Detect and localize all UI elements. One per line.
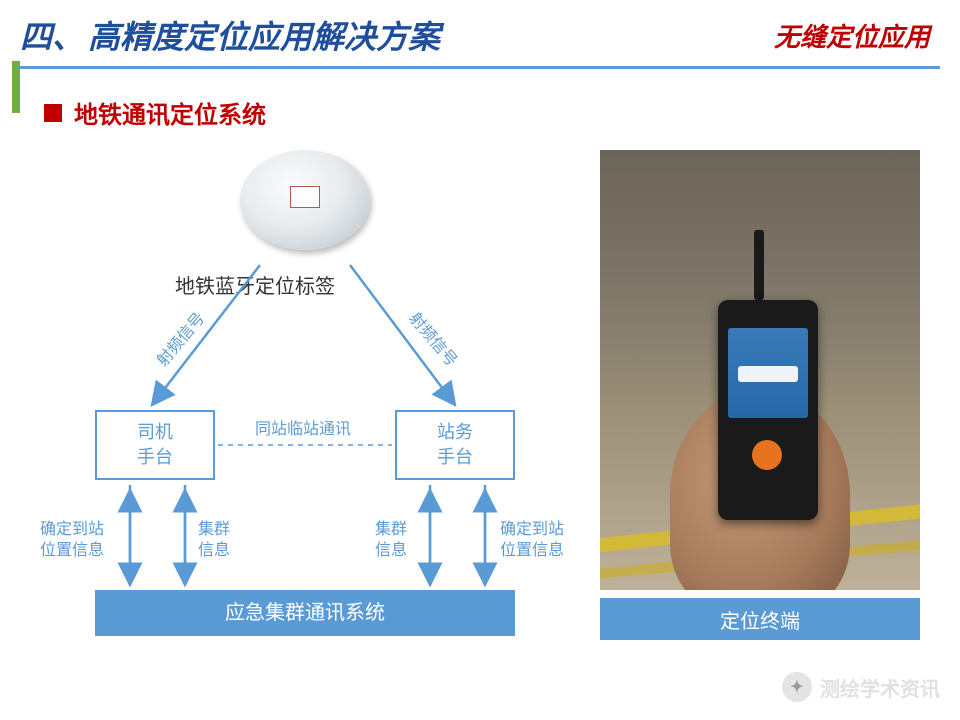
subtitle-row: 地铁通讯定位系统 [44,95,960,130]
node-driver-handset: 司机 手台 [95,410,215,480]
right-panel: 定位终端 [600,150,920,640]
edge-rf-right: 射频信号 [403,309,460,371]
edge-cluster-left: 集群 信息 [198,520,230,562]
node-station-l1: 站务 [437,420,473,445]
watermark-text: 测绘学术资讯 [820,673,940,702]
node-driver-l1: 司机 [137,420,173,445]
edge-rf-left: 射频信号 [153,309,210,371]
beacon-label: 地铁蓝牙定位标签 [175,270,335,299]
header-right-tag: 无缝定位应用 [774,17,930,54]
terminal-photo [600,150,920,590]
slide-header: 四、 高精度定位应用解决方案 无缝定位应用 [0,0,960,66]
edge-mid-link: 同站临站通讯 [255,420,351,441]
subtitle: 地铁通讯定位系统 [74,95,266,130]
header-left: 四、 高精度定位应用解决方案 [20,12,774,58]
system-diagram: 地铁蓝牙定位标签 司机 手台 [40,150,570,650]
node-station-handset: 站务 手台 [395,410,515,480]
bluetooth-beacon-icon [230,150,380,260]
watermark: ✦ 测绘学术资讯 [782,672,940,702]
header-rule [20,66,940,69]
edge-confirm-left: 确定到站 位置信息 [40,520,104,562]
node-system-label: 应急集群通讯系统 [225,599,385,627]
edge-cluster-right: 集群 信息 [375,520,407,562]
edge-confirm-right: 确定到站 位置信息 [500,520,564,562]
node-station-l2: 手台 [437,445,473,470]
photo-caption: 定位终端 [600,598,920,640]
node-driver-l2: 手台 [137,445,173,470]
node-emergency-system: 应急集群通讯系统 [95,590,515,636]
bullet-square-icon [44,104,62,122]
content-area: 地铁蓝牙定位标签 司机 手台 [0,130,960,690]
wechat-icon: ✦ [782,672,812,702]
section-title: 高精度定位应用解决方案 [88,12,440,58]
section-number: 四、 [20,12,84,58]
